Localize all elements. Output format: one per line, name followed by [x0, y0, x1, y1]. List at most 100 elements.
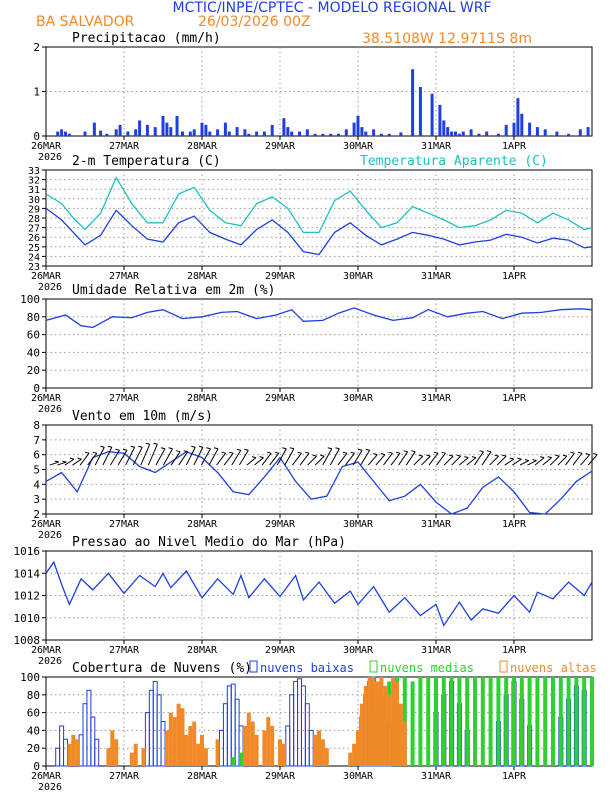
clouds-bar — [266, 717, 271, 766]
clouds-bar — [144, 712, 150, 767]
wind-barb-tick — [327, 447, 332, 450]
wind-barb — [421, 455, 431, 466]
wind-barb — [549, 455, 560, 466]
pres-ytick-label: 1014 — [14, 567, 41, 580]
clouds-bar — [250, 721, 255, 766]
clouds-bar — [359, 703, 364, 766]
wind-barb-tick — [274, 451, 279, 454]
rh-frame — [45, 298, 593, 389]
wind-barb — [223, 452, 234, 466]
precip-bar — [586, 127, 590, 136]
clouds-xtick-label: 26MAR — [31, 771, 62, 782]
clouds-bar — [449, 677, 454, 766]
rh-xtick-label: 28MAR — [187, 393, 218, 404]
wind-barb-tick — [464, 456, 469, 459]
wind-barb — [489, 455, 499, 466]
rh-ytick-label: 100 — [20, 293, 40, 306]
wind-barb — [458, 457, 469, 466]
precip-bar — [134, 129, 138, 136]
wind-barb-tick — [130, 445, 135, 448]
wind-barb — [527, 460, 537, 466]
clouds-bar — [426, 677, 431, 766]
precip-bar — [145, 124, 149, 136]
precip-bar — [356, 115, 360, 136]
precip-bar — [321, 133, 325, 136]
precip-bar — [165, 122, 169, 136]
precip-bar — [344, 129, 348, 136]
precip-bar — [485, 131, 489, 136]
wind-barb — [64, 458, 75, 466]
wind-barb-tick — [160, 447, 166, 450]
wind-xtick-label: 29MAR — [265, 519, 296, 530]
rh-title: Umidade Relativa em 2m (%) — [72, 283, 276, 298]
clouds-xtick-label: 31MAR — [421, 771, 452, 782]
wind-barb-tick — [138, 445, 143, 448]
clouds-year-label: 2026 — [38, 782, 62, 792]
pres-ytick-label: 1010 — [14, 612, 41, 625]
wind-barb — [231, 449, 242, 466]
clouds-bar — [94, 738, 100, 767]
precip-bar — [457, 133, 461, 136]
wind-barb-tick — [282, 447, 287, 450]
wind-barb — [254, 457, 264, 466]
precip-bar — [411, 69, 415, 136]
precip-bar — [555, 131, 559, 136]
wind-barb-tick — [426, 454, 431, 457]
clouds-bar — [75, 739, 80, 766]
clouds-bar — [164, 730, 169, 766]
precip-bar — [60, 129, 64, 136]
rh-xtick-label: 30MAR — [343, 393, 374, 404]
clouds-bar — [418, 677, 423, 766]
clouds-bar — [434, 677, 438, 766]
wind-ytick-label: 5 — [33, 464, 40, 477]
precip-bar — [305, 129, 309, 136]
temp-ytick-label: 32 — [28, 176, 40, 187]
clouds-panel: 0 20 40 60 80 100 26MAR 27MAR 28MAR 29MAR 30MAR 31M… — [20, 660, 597, 792]
precip-year-label: 2026 — [38, 152, 62, 163]
wind-barb-tick — [289, 447, 294, 450]
temp-title: 2-m Temperatura (C) — [72, 154, 221, 169]
pres-xtick-label: 30MAR — [343, 645, 374, 656]
wind-barb-tick — [517, 457, 522, 460]
wind-ytick-label: 7 — [33, 434, 40, 447]
clouds-bar — [172, 717, 177, 766]
rh-line-umidade-relativa — [45, 307, 593, 329]
clouds-bar — [352, 743, 357, 766]
temp-ytick-label: 33 — [28, 166, 40, 177]
clouds-bar — [71, 734, 76, 766]
wind-barb — [185, 447, 196, 466]
wind-barb-tick — [403, 450, 408, 453]
precip-bar — [379, 133, 383, 136]
clouds-bar — [313, 734, 318, 766]
wind-barb — [542, 457, 553, 466]
pres-ytick-label: 1016 — [14, 545, 41, 558]
pres-line-pressao — [45, 560, 593, 627]
wind-barb — [201, 448, 211, 466]
temp-xtick-label: 1APR — [502, 271, 527, 282]
precip-bar — [372, 129, 376, 136]
clouds-bar — [519, 677, 524, 766]
clouds-xtick-label: 30MAR — [343, 771, 374, 782]
precip-bar — [477, 133, 481, 136]
wind-barb-tick — [244, 448, 249, 451]
clouds-bar — [383, 685, 388, 766]
wind-barb-tick — [441, 451, 446, 454]
precip-bar — [105, 133, 109, 136]
precip-xtick-label: 31MAR — [421, 141, 452, 152]
wind-barb-tick — [570, 451, 575, 454]
temp-xtick-label: 31MAR — [421, 271, 452, 282]
wind-barb-tick — [54, 460, 59, 463]
clouds-bar — [558, 677, 563, 766]
temp-ytick-label: 29 — [28, 204, 40, 215]
pres-xtick-label: 26MAR — [31, 645, 62, 656]
wind-barb — [147, 444, 158, 466]
wind-barb-tick — [562, 454, 567, 457]
precip-bar — [223, 122, 227, 136]
wind-xtick-label: 28MAR — [187, 519, 218, 530]
wind-barb — [375, 454, 386, 466]
clouds-xtick-label: 27MAR — [109, 771, 140, 782]
wind-barb — [405, 451, 416, 466]
clouds-bar — [281, 743, 286, 766]
wind-barb-tick — [380, 453, 385, 456]
precip-bar — [528, 122, 532, 136]
